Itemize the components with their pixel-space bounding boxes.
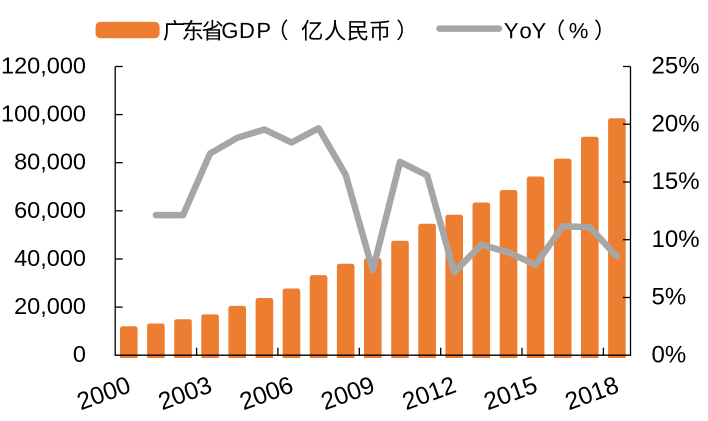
svg-text:20,000: 20,000: [14, 293, 86, 319]
svg-text:100,000: 100,000: [1, 101, 86, 127]
svg-text:120,000: 120,000: [1, 52, 86, 78]
svg-text:80,000: 80,000: [14, 149, 86, 175]
svg-text:20%: 20%: [652, 110, 700, 137]
svg-text:10%: 10%: [652, 226, 700, 253]
svg-text:0: 0: [73, 341, 86, 367]
svg-text:25%: 25%: [652, 53, 700, 80]
svg-text:0%: 0%: [652, 341, 687, 368]
svg-text:15%: 15%: [652, 168, 700, 195]
svg-text:5%: 5%: [652, 284, 687, 311]
svg-text:60,000: 60,000: [14, 197, 86, 223]
svg-text:40,000: 40,000: [14, 245, 86, 271]
